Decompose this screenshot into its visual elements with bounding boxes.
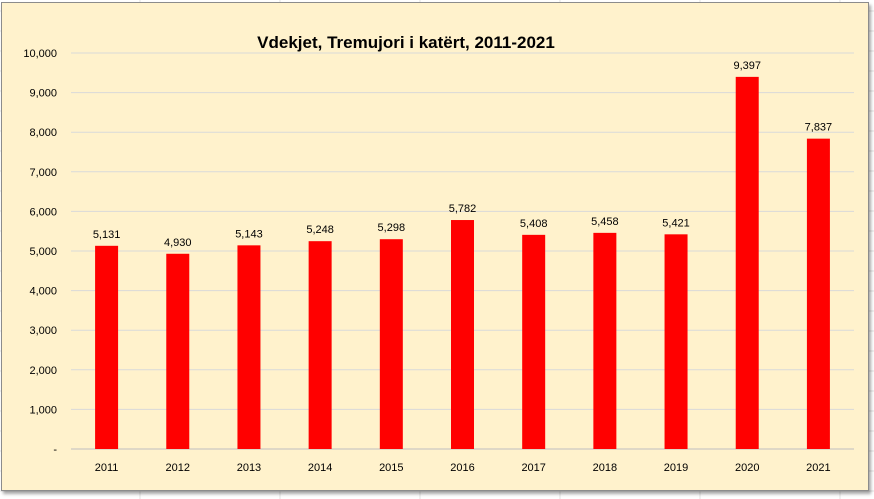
bar-2014[interactable] (308, 241, 332, 449)
bar-2011[interactable] (95, 245, 119, 449)
data-label-2018: 5,458 (591, 216, 619, 228)
bar-2020[interactable] (735, 76, 759, 450)
y-tick-label: - (53, 444, 57, 456)
x-tick-label-2012: 2012 (166, 462, 190, 474)
data-label-2020: 9,397 (733, 60, 761, 72)
x-tick-label-2021: 2021 (806, 462, 830, 474)
x-tick-label-2014: 2014 (308, 462, 332, 474)
y-tick-label: 6,000 (29, 206, 57, 218)
bar-2018[interactable] (593, 232, 617, 449)
data-label-2016: 5,782 (449, 203, 477, 215)
chart-area[interactable]: 5,131 4,930 5,143 5,248 5,298 5,782 5,408 5,458… (1, 2, 869, 491)
bar-chart: 5,131 4,930 5,143 5,248 5,298 5,782 5,408 5,458… (23, 33, 854, 474)
bar-2016[interactable] (451, 220, 474, 449)
data-label-2019: 5,421 (662, 217, 690, 229)
y-tick-label: 9,000 (29, 88, 57, 100)
data-label-2012: 4,930 (164, 237, 192, 249)
y-tick-label: 5,000 (29, 246, 57, 258)
x-tick-label-2016: 2016 (450, 462, 474, 474)
data-label-2015: 5,298 (378, 222, 406, 234)
x-tick-label-2017: 2017 (521, 462, 545, 474)
y-axis-ticks: - 1,000 2,000 3,000 4,000 5,000 6,000 7,000 8,00… (23, 48, 57, 456)
x-tick-label-2019: 2019 (664, 462, 688, 474)
x-tick-label-2015: 2015 (379, 462, 403, 474)
data-labels: 5,131 4,930 5,143 5,248 5,298 5,782 5,408 5,458… (93, 60, 832, 249)
x-tick-label-2020: 2020 (735, 462, 759, 474)
data-label-2011: 5,131 (93, 229, 121, 241)
data-label-2014: 5,248 (306, 224, 334, 236)
bar-2017[interactable] (522, 234, 546, 449)
y-tick-label: 10,000 (23, 48, 57, 60)
bars (95, 76, 830, 450)
y-tick-label: 4,000 (29, 286, 57, 298)
data-label-2013: 5,143 (235, 228, 263, 240)
y-tick-label: 2,000 (29, 365, 57, 377)
bar-2013[interactable] (237, 245, 261, 449)
data-label-2021: 7,837 (805, 122, 833, 134)
x-tick-label-2018: 2018 (593, 462, 617, 474)
bar-2019[interactable] (664, 234, 688, 449)
y-tick-label: 7,000 (29, 167, 57, 179)
data-label-2017: 5,408 (520, 218, 548, 230)
chart-title: Vdekjet, Tremujori i katërt, 2011-2021 (257, 33, 555, 52)
y-tick-label: 1,000 (29, 404, 57, 416)
x-tick-label-2011: 2011 (95, 462, 119, 474)
x-tick-label-2013: 2013 (237, 462, 261, 474)
bar-2012[interactable] (166, 253, 190, 449)
bar-2015[interactable] (379, 239, 403, 449)
y-tick-label: 8,000 (29, 127, 57, 139)
x-axis-ticks: 2011 2012 2013 2014 2015 2016 2017 2018 2019 2020… (95, 462, 831, 474)
bar-2021[interactable] (806, 138, 830, 450)
y-tick-label: 3,000 (29, 325, 57, 337)
